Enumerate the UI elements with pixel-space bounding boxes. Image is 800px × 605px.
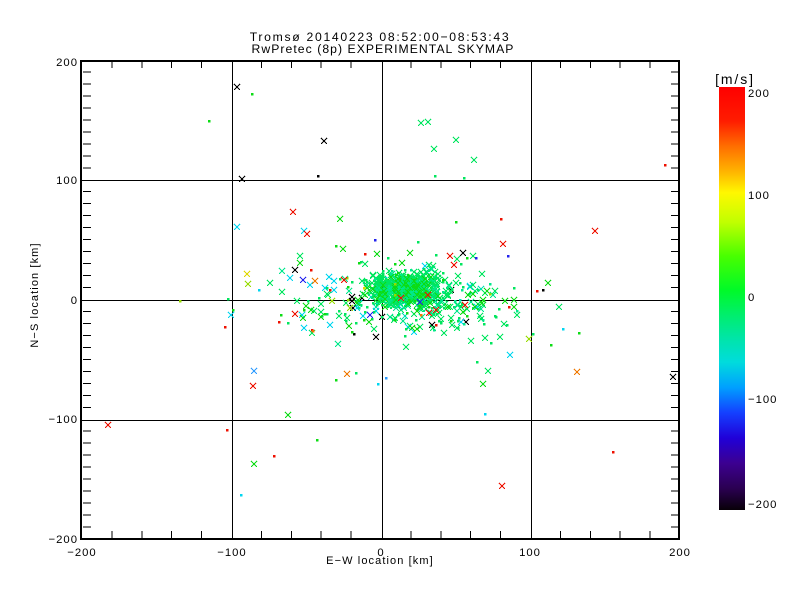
svg-text:[m/s]: [m/s] [715,71,755,87]
svg-text:100: 100 [748,190,770,202]
svg-text:−100: −100 [49,414,78,426]
svg-text:Tromsø 20140223 08:52:00−08:53: Tromsø 20140223 08:52:00−08:53:43 [250,30,511,44]
svg-text:−100: −100 [217,547,246,559]
svg-text:100: 100 [519,547,541,559]
svg-text:−200: −200 [748,499,777,511]
svg-text:E−W location [km]: E−W location [km] [326,555,434,567]
svg-text:−200: −200 [49,534,78,546]
svg-text:−100: −100 [748,394,777,406]
svg-text:200: 200 [56,57,78,69]
svg-text:200: 200 [669,547,691,559]
svg-text:0: 0 [748,292,755,304]
svg-text:−200: −200 [67,547,96,559]
svg-text:200: 200 [748,88,770,100]
svg-text:RwPretec (8p) EXPERIMENTAL SKY: RwPretec (8p) EXPERIMENTAL SKYMAP [252,42,515,56]
svg-text:N−S location [km]: N−S location [km] [29,242,41,347]
svg-text:0: 0 [377,547,384,559]
svg-text:0: 0 [71,295,78,307]
svg-text:100: 100 [56,175,78,187]
